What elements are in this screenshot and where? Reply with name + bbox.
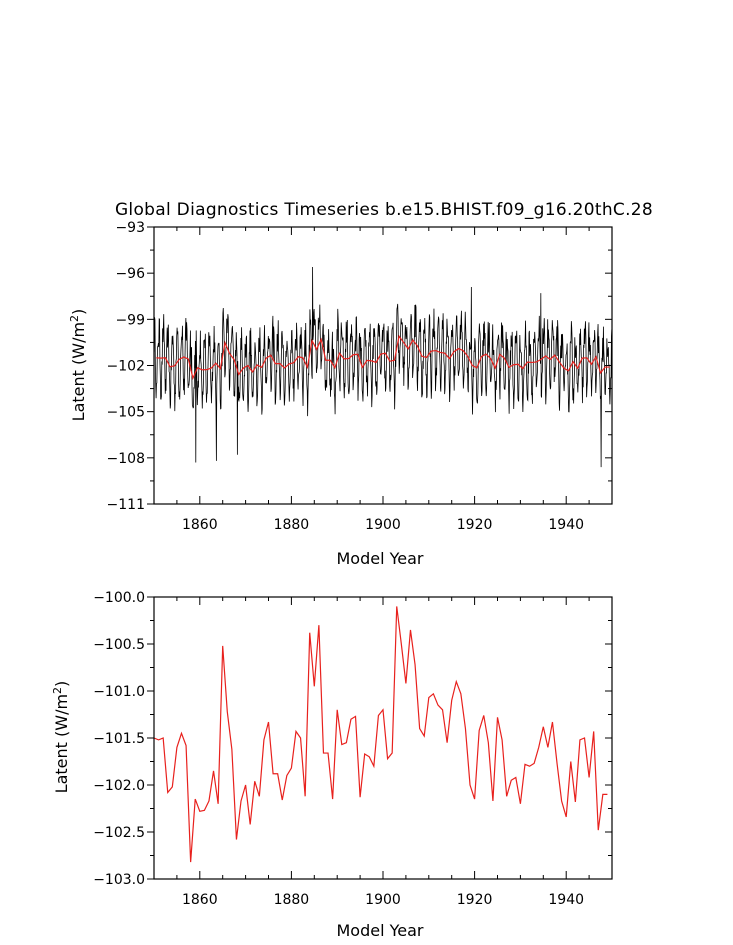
x-tick-label: 1900 (365, 892, 401, 908)
series-monthly-line (153, 267, 613, 468)
y-tick-label: −111 (107, 497, 145, 513)
panel-1-x-axis-label: Model Year (337, 549, 424, 568)
panel-2: 1860 1880 1900 1920 1940 −103.0 −102.5 −102.0 −1… (51, 590, 613, 940)
y-tick-label: −99 (115, 312, 145, 328)
x-tick-label: 1920 (457, 517, 493, 533)
panel-1-y-axis-label: Latent (W/m2) (68, 309, 88, 422)
x-tick-label: 1860 (182, 892, 218, 908)
x-tick-label: 1880 (274, 517, 310, 533)
y-tick-label: −101.5 (93, 731, 145, 747)
series-annual-mean-line (153, 606, 608, 863)
panel-1-data-layer (153, 267, 613, 468)
y-tick-label: −103.0 (93, 872, 145, 888)
x-tick-label: 1860 (182, 517, 218, 533)
series-annual-mean-overlay-line (156, 334, 610, 380)
panel-2-y-axis-label: Latent (W/m2) (51, 681, 71, 794)
y-tick-label: −100.5 (93, 637, 145, 653)
y-tick-label: −102.0 (93, 778, 145, 794)
panel-1: Global Diagnostics Timeseries b.e15.BHIS… (68, 200, 653, 568)
x-tick-label: 1900 (365, 517, 401, 533)
x-tick-label: 1940 (548, 892, 584, 908)
y-tick-label: −102 (107, 359, 145, 375)
panel-2-data-layer (153, 606, 608, 863)
y-tick-label: −96 (115, 266, 145, 282)
x-tick-label: 1940 (548, 517, 584, 533)
panel-1-frame (153, 226, 613, 505)
panel-2-x-axis-label: Model Year (337, 921, 424, 940)
y-tick-label: −100.0 (93, 590, 145, 606)
panel-2-frame (153, 596, 613, 880)
y-tick-label: −101.0 (93, 684, 145, 700)
y-tick-label: −108 (107, 451, 145, 467)
panel-2-ticks: 1860 1880 1900 1920 1940 −103.0 −102.5 −102.0 −1… (93, 590, 613, 908)
chart-title: Global Diagnostics Timeseries b.e15.BHIS… (115, 200, 653, 220)
y-tick-label: −102.5 (93, 825, 145, 841)
panel-1-ticks: 1860 1880 1900 1920 1940 −111 −108 −105 −102 −99 −… (107, 220, 613, 533)
x-tick-label: 1880 (274, 892, 310, 908)
y-tick-label: −93 (115, 220, 145, 236)
y-tick-label: −105 (107, 405, 145, 421)
x-tick-label: 1920 (457, 892, 493, 908)
